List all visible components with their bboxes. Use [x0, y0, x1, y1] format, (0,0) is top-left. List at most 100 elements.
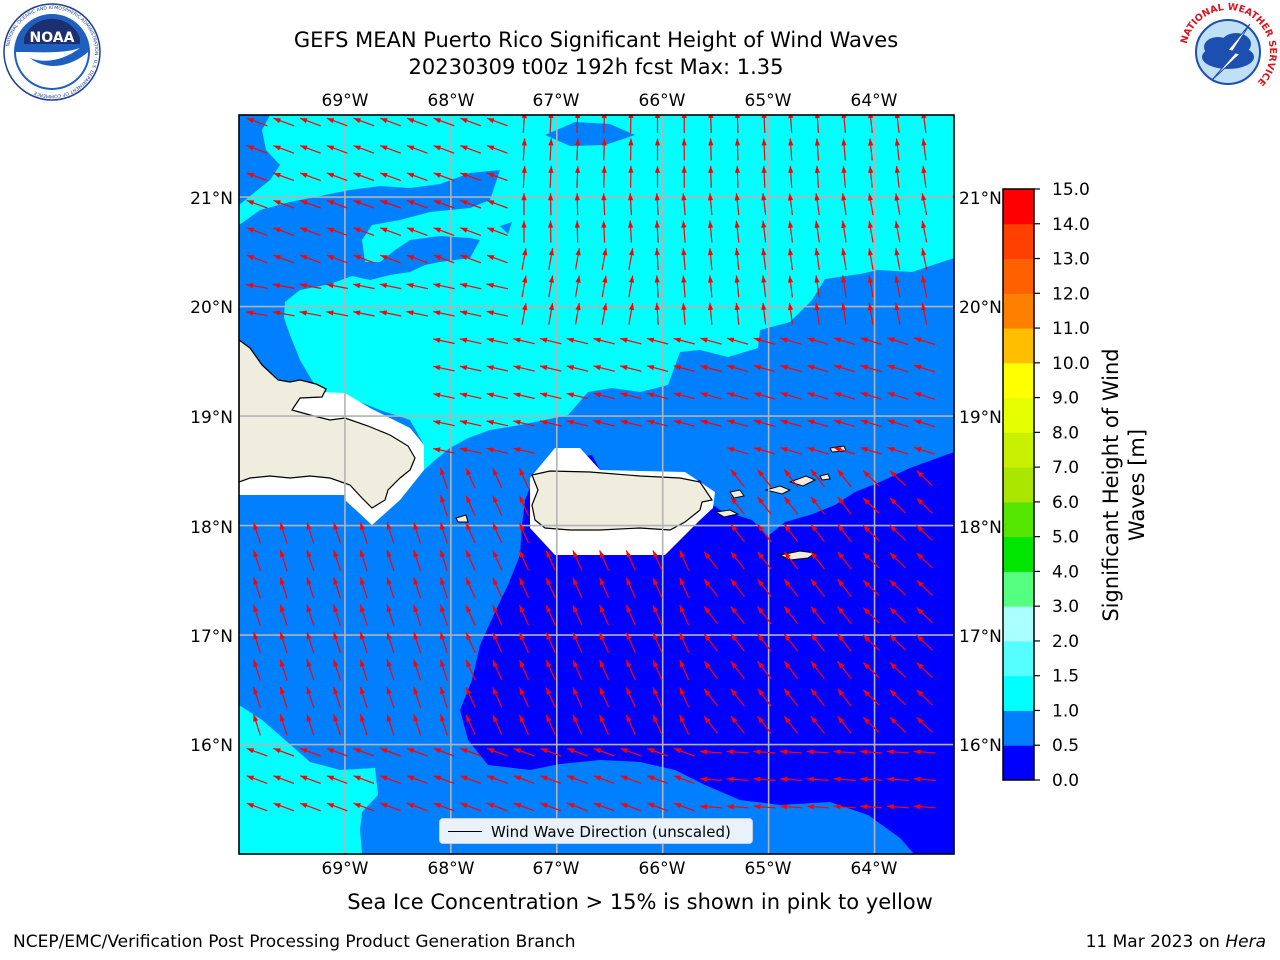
map-legend: Wind Wave Direction (unscaled) [439, 818, 753, 844]
wave-arrow-head [860, 337, 868, 343]
wave-arrow-head [433, 283, 441, 289]
wave-arrow-head [306, 659, 312, 667]
wave-arrow-head [433, 365, 441, 371]
wave-arrow-head [726, 776, 734, 782]
wave-arrow-head [833, 419, 842, 425]
wave-arrow-head [486, 447, 494, 453]
wave-arrow-head [708, 165, 714, 173]
wave-arrow-head [894, 220, 900, 229]
wave-arrow-head [860, 447, 868, 453]
wave-arrow-head [273, 748, 281, 754]
wave-arrow-head [326, 775, 335, 781]
wave-arrow-head [780, 337, 788, 343]
wave-arrow-head [380, 145, 388, 151]
wave-arrow-head [440, 549, 446, 558]
wave-arrow-head [546, 714, 552, 723]
wave-arrow-head [540, 337, 548, 343]
wave-arrow-shaft [603, 115, 605, 134]
wave-arrow-head [761, 138, 767, 146]
wave-arrow-head [810, 633, 818, 641]
wave-arrow-head [837, 633, 844, 641]
wave-arrow-head [440, 714, 446, 722]
lat-label-right: 18°N [959, 518, 1002, 538]
colorbar-tick-label: 13.0 [1052, 250, 1090, 270]
wave-arrow-head [253, 522, 259, 530]
wave-arrow-head [868, 138, 874, 146]
wave-arrow-head [487, 255, 495, 261]
wave-arrow-head [246, 255, 255, 261]
wave-arrow-head [575, 275, 581, 283]
wave-arrow-head [887, 337, 895, 343]
wave-arrow-head [593, 365, 601, 371]
wave-arrow-head [380, 775, 388, 781]
colorbar-segment [1003, 640, 1034, 677]
wave-arrow-head [246, 173, 255, 178]
wave-arrow-head [575, 303, 581, 311]
wave-arrow-head [326, 803, 335, 809]
colorbar-segment [1003, 467, 1034, 503]
wave-band-1.0-1.5-north-blob [500, 222, 512, 234]
colorbar-tick-label: 6.0 [1052, 493, 1079, 513]
credit-date: 11 Mar 2023 on Hera [1086, 932, 1266, 952]
wave-arrow-head [807, 392, 815, 398]
wave-arrow-head [727, 337, 735, 343]
colorbar-tick-label: 10.0 [1052, 354, 1090, 374]
wave-arrow-head [784, 606, 791, 614]
wave-arrow-head [833, 776, 841, 782]
wave-arrow-head [353, 803, 361, 809]
wave-arrow-head [626, 550, 632, 558]
wave-arrow-head [306, 604, 312, 613]
wave-arrow-head [894, 193, 900, 201]
wave-arrow-head [699, 804, 708, 810]
wave-arrow-head [492, 550, 498, 558]
wave-arrow-head [413, 549, 419, 558]
wave-arrow-head [916, 552, 924, 560]
sea-ice-note: Sea Ice Concentration > 15% is shown in … [347, 890, 933, 914]
wave-arrow-head [599, 687, 605, 695]
wave-arrow-head [433, 748, 441, 754]
wave-arrow-head [653, 605, 659, 613]
colorbar-tick-label: 4.0 [1052, 562, 1079, 582]
wave-arrow-head [492, 523, 498, 531]
colorbar-tick-label: 3.0 [1052, 597, 1079, 617]
wave-arrow-head [673, 775, 682, 781]
wave-arrow-head [841, 275, 847, 283]
wave-arrow-head [810, 688, 818, 696]
wave-arrow-head [548, 248, 554, 256]
wave-arrow-head [626, 577, 632, 586]
wave-arrow-head [707, 248, 714, 256]
wave-arrow-head [628, 165, 634, 173]
wave-arrow-head [522, 248, 528, 256]
lat-label-left: 16°N [190, 736, 233, 756]
wave-arrow-head [406, 200, 415, 206]
wave-arrow-head [654, 193, 660, 201]
lat-label-right: 19°N [959, 408, 1002, 428]
wave-arrow-head [333, 522, 339, 530]
wave-arrow-head [459, 365, 468, 371]
wave-arrow-head [699, 749, 708, 755]
lat-label-left: 21°N [190, 189, 233, 209]
wave-arrow-head [360, 522, 365, 530]
lat-label-right: 16°N [959, 736, 1002, 756]
wave-direction-arrows [246, 115, 936, 812]
wave-arrow-head [807, 365, 815, 370]
wave-arrow-head [757, 551, 764, 559]
wave-arrow-head [761, 275, 767, 283]
wave-arrow-head [522, 275, 528, 283]
wave-arrow-head [253, 549, 259, 558]
wave-arrow-head [833, 447, 842, 453]
wave-arrow-head [572, 632, 579, 640]
wave-arrow-head [567, 775, 575, 781]
wave-arrow-head [780, 419, 788, 425]
wave-arrow-head [628, 220, 634, 228]
wave-arrow-head [647, 748, 655, 754]
colorbar-segment [1003, 710, 1034, 746]
wave-arrow-head [601, 220, 607, 228]
wave-arrow-head [681, 248, 687, 256]
wave-arrow-head [867, 248, 873, 256]
colorbar-tick-label: 5.0 [1052, 528, 1079, 548]
wave-arrow-head [521, 193, 527, 201]
wave-arrow-head [788, 165, 794, 173]
colorbar-segment [1003, 606, 1034, 642]
